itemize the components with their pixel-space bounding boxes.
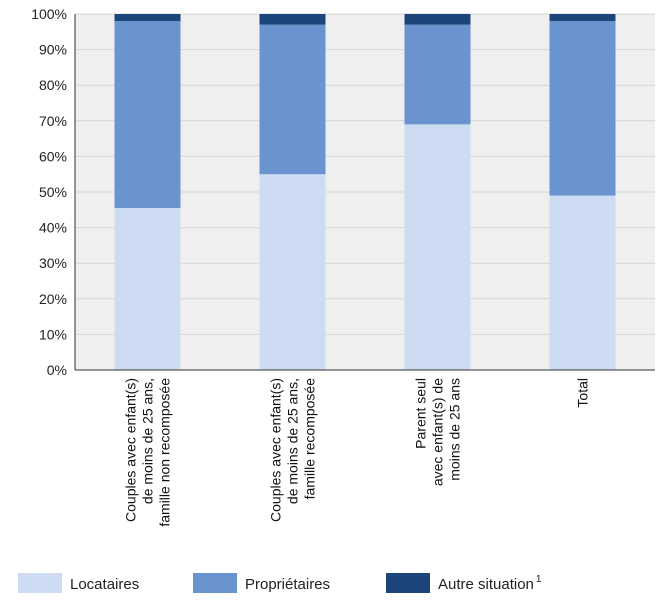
bar-segment [404,124,471,370]
x-category-label: de moins de 25 ans, [285,378,301,504]
x-axis-labels: Couples avec enfant(s) de moins de 25 ans… [123,378,591,527]
y-tick-label: 100% [31,6,67,22]
legend-swatch [386,573,430,593]
x-category-label: Couples avec enfant(s) [268,378,284,522]
x-category-label: de moins de 25 ans, [140,378,156,504]
x-category-label: famille recomposée [302,378,318,500]
legend-swatch [193,573,237,593]
y-tick-label: 40% [39,220,67,236]
bar-segment [114,208,181,370]
y-tick-label: 90% [39,42,67,58]
bar-segment [404,14,471,25]
bar-segment [549,21,616,196]
bar-segment [259,24,326,175]
x-category-label: moins de 25 ans [447,378,463,481]
bar-segment [549,14,616,22]
bar-segment [114,14,181,22]
y-tick-label: 60% [39,148,67,164]
x-category-label: Parent seul [413,378,429,449]
legend-swatch [18,573,62,593]
y-tick-label: 30% [39,255,67,271]
x-category-label: Couples avec enfant(s) [123,378,139,522]
legend-label: Autre situation 1 [438,574,542,593]
bar-segment [114,21,181,209]
y-tick-label: 80% [39,77,67,93]
y-tick-label: 10% [39,326,67,342]
bars [114,14,616,370]
x-category-label: famille non recomposée [157,378,173,527]
x-category-label: Total [575,378,591,408]
bar-segment [259,174,326,370]
bar-segment [404,24,471,125]
y-tick-label: 50% [39,184,67,200]
legend-footnote-marker: 1 [536,574,542,585]
y-tick-label: 0% [47,362,67,378]
legend-label: Propriétaires [245,576,330,593]
bar-segment [259,14,326,25]
y-tick-label: 20% [39,291,67,307]
legend: Locataires Propriétaires Autre situation 1 [18,573,542,593]
bar-segment [549,195,616,370]
y-axis-ticks: 0% 10% 20% 30% 40% 50% 60% 70% 80% 90% 100% [31,6,67,378]
x-category-label: avec enfant(s) de [430,378,446,486]
y-tick-label: 70% [39,113,67,129]
legend-label: Locataires [70,576,139,593]
